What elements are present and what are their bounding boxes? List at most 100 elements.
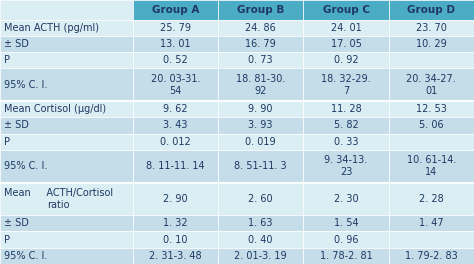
Text: 3. 43: 3. 43 — [163, 120, 188, 130]
FancyBboxPatch shape — [303, 52, 389, 68]
FancyBboxPatch shape — [133, 117, 218, 134]
FancyBboxPatch shape — [0, 182, 133, 215]
FancyBboxPatch shape — [389, 150, 474, 182]
FancyBboxPatch shape — [389, 232, 474, 248]
FancyBboxPatch shape — [218, 248, 303, 264]
Text: Mean     ACTH/Cortisol
ratio: Mean ACTH/Cortisol ratio — [4, 188, 113, 210]
Text: 9. 62: 9. 62 — [163, 104, 188, 114]
Text: 12. 53: 12. 53 — [416, 104, 447, 114]
Text: 11. 28: 11. 28 — [331, 104, 361, 114]
Text: 95% C. I.: 95% C. I. — [4, 161, 47, 171]
FancyBboxPatch shape — [0, 20, 133, 36]
Text: 13. 01: 13. 01 — [160, 39, 191, 49]
Text: ± SD: ± SD — [4, 39, 28, 49]
Text: Mean Cortisol (µg/dl): Mean Cortisol (µg/dl) — [4, 104, 106, 114]
FancyBboxPatch shape — [218, 232, 303, 248]
FancyBboxPatch shape — [218, 36, 303, 52]
FancyBboxPatch shape — [389, 182, 474, 215]
FancyBboxPatch shape — [303, 68, 389, 101]
Text: 95% C. I.: 95% C. I. — [4, 251, 47, 261]
Text: 24. 01: 24. 01 — [331, 23, 361, 33]
FancyBboxPatch shape — [303, 215, 389, 232]
Text: 3. 93: 3. 93 — [248, 120, 273, 130]
FancyBboxPatch shape — [303, 36, 389, 52]
FancyBboxPatch shape — [218, 20, 303, 36]
FancyBboxPatch shape — [133, 134, 218, 150]
Text: 10. 29: 10. 29 — [416, 39, 447, 49]
FancyBboxPatch shape — [133, 215, 218, 232]
Text: 2. 28: 2. 28 — [419, 194, 444, 204]
FancyBboxPatch shape — [133, 232, 218, 248]
Text: 95% C. I.: 95% C. I. — [4, 80, 47, 90]
FancyBboxPatch shape — [133, 101, 218, 117]
FancyBboxPatch shape — [303, 134, 389, 150]
Text: 2. 60: 2. 60 — [248, 194, 273, 204]
Text: 20. 03-31.
54: 20. 03-31. 54 — [151, 74, 200, 96]
FancyBboxPatch shape — [303, 182, 389, 215]
Text: 10. 61-14.
14: 10. 61-14. 14 — [407, 155, 456, 177]
Text: ± SD: ± SD — [4, 120, 28, 130]
Text: 8. 11-11. 14: 8. 11-11. 14 — [146, 161, 205, 171]
Text: 9. 90: 9. 90 — [248, 104, 273, 114]
Text: 1. 79-2. 83: 1. 79-2. 83 — [405, 251, 458, 261]
FancyBboxPatch shape — [133, 182, 218, 215]
Text: 2. 31-3. 48: 2. 31-3. 48 — [149, 251, 202, 261]
FancyBboxPatch shape — [0, 215, 133, 232]
Text: 16. 79: 16. 79 — [246, 39, 276, 49]
Text: 2. 90: 2. 90 — [163, 194, 188, 204]
FancyBboxPatch shape — [389, 0, 474, 20]
FancyBboxPatch shape — [0, 0, 133, 20]
FancyBboxPatch shape — [133, 20, 218, 36]
Text: Group A: Group A — [152, 5, 199, 15]
FancyBboxPatch shape — [218, 215, 303, 232]
FancyBboxPatch shape — [218, 117, 303, 134]
Text: 8. 51-11. 3: 8. 51-11. 3 — [234, 161, 287, 171]
FancyBboxPatch shape — [389, 134, 474, 150]
FancyBboxPatch shape — [218, 182, 303, 215]
Text: 24. 86: 24. 86 — [246, 23, 276, 33]
FancyBboxPatch shape — [0, 134, 133, 150]
FancyBboxPatch shape — [133, 52, 218, 68]
FancyBboxPatch shape — [133, 68, 218, 101]
Text: 0. 10: 0. 10 — [163, 234, 188, 244]
Text: 1. 32: 1. 32 — [163, 218, 188, 228]
FancyBboxPatch shape — [133, 36, 218, 52]
Text: Group D: Group D — [407, 5, 456, 15]
FancyBboxPatch shape — [0, 182, 474, 183]
Text: 23. 70: 23. 70 — [416, 23, 447, 33]
FancyBboxPatch shape — [389, 215, 474, 232]
FancyBboxPatch shape — [0, 36, 133, 52]
FancyBboxPatch shape — [218, 68, 303, 101]
FancyBboxPatch shape — [0, 101, 133, 117]
Text: 25. 79: 25. 79 — [160, 23, 191, 33]
FancyBboxPatch shape — [389, 248, 474, 264]
FancyBboxPatch shape — [389, 68, 474, 101]
Text: 5. 06: 5. 06 — [419, 120, 444, 130]
Text: Mean ACTH (pg/ml): Mean ACTH (pg/ml) — [4, 23, 99, 33]
FancyBboxPatch shape — [0, 100, 474, 102]
FancyBboxPatch shape — [389, 20, 474, 36]
FancyBboxPatch shape — [0, 248, 133, 264]
Text: 1. 63: 1. 63 — [248, 218, 273, 228]
Text: 1. 47: 1. 47 — [419, 218, 444, 228]
Text: P: P — [4, 234, 10, 244]
Text: P: P — [4, 55, 10, 65]
FancyBboxPatch shape — [218, 150, 303, 182]
FancyBboxPatch shape — [389, 101, 474, 117]
Text: 1. 78-2. 81: 1. 78-2. 81 — [319, 251, 373, 261]
Text: 2. 01-3. 19: 2. 01-3. 19 — [234, 251, 287, 261]
FancyBboxPatch shape — [303, 232, 389, 248]
Text: 18. 32-29.
7: 18. 32-29. 7 — [321, 74, 371, 96]
Text: 2. 30: 2. 30 — [334, 194, 358, 204]
FancyBboxPatch shape — [0, 117, 133, 134]
Text: ± SD: ± SD — [4, 218, 28, 228]
FancyBboxPatch shape — [303, 150, 389, 182]
FancyBboxPatch shape — [218, 0, 303, 20]
Text: 9. 34-13.
23: 9. 34-13. 23 — [324, 155, 368, 177]
FancyBboxPatch shape — [303, 20, 389, 36]
FancyBboxPatch shape — [389, 52, 474, 68]
Text: P: P — [4, 137, 10, 147]
Text: 0. 019: 0. 019 — [246, 137, 276, 147]
Text: Group B: Group B — [237, 5, 284, 15]
Text: 18. 81-30.
92: 18. 81-30. 92 — [236, 74, 285, 96]
